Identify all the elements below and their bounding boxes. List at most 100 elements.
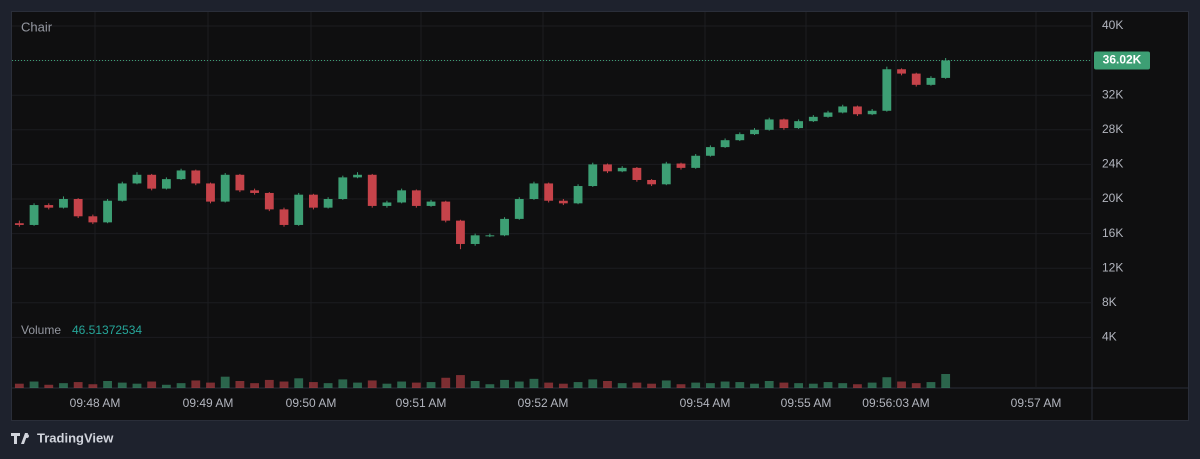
candle-body bbox=[294, 194, 304, 225]
volume-bar bbox=[941, 374, 951, 388]
volume-bar bbox=[500, 379, 509, 388]
y-tick-label: 32K bbox=[1102, 87, 1123, 101]
volume-bar bbox=[779, 382, 789, 388]
volume-bar bbox=[558, 383, 568, 388]
candle-body bbox=[323, 199, 333, 208]
candle-body bbox=[647, 179, 656, 185]
volume-bar bbox=[235, 381, 245, 388]
volume-bar bbox=[573, 382, 583, 388]
candle-body bbox=[720, 140, 730, 148]
volume-bar bbox=[456, 375, 465, 388]
volume-bar bbox=[838, 383, 848, 388]
volume-bar bbox=[764, 381, 774, 388]
volume-bar bbox=[897, 381, 906, 388]
volume-bar bbox=[147, 381, 157, 388]
x-tick-label: 09:54 AM bbox=[680, 396, 731, 410]
y-tick-label: 24K bbox=[1102, 157, 1123, 171]
volume-bar bbox=[911, 383, 921, 388]
volume-bar bbox=[514, 381, 524, 388]
volume-bar bbox=[808, 383, 818, 388]
candle-body bbox=[573, 186, 583, 204]
candle-body bbox=[867, 110, 877, 115]
y-tick-label: 12K bbox=[1102, 260, 1123, 274]
x-tick-label: 09:55 AM bbox=[781, 396, 832, 410]
volume-bar bbox=[338, 379, 348, 388]
candle-body bbox=[367, 174, 377, 206]
volume-bar bbox=[294, 378, 304, 388]
candle-body bbox=[735, 134, 745, 141]
candle-body bbox=[279, 209, 289, 225]
candle-body bbox=[14, 223, 24, 225]
candle-body bbox=[823, 112, 833, 117]
last-price-box bbox=[1094, 51, 1150, 70]
volume-bar bbox=[132, 383, 142, 388]
candle-body bbox=[544, 183, 554, 201]
candle-body bbox=[632, 167, 642, 180]
y-tick-label: 8K bbox=[1102, 295, 1117, 309]
volume-bar bbox=[367, 380, 377, 388]
x-tick-label: 09:57 AM bbox=[1011, 396, 1062, 410]
volume-label: Volume bbox=[21, 323, 61, 337]
volume-bar bbox=[353, 382, 362, 388]
volume-bar bbox=[411, 382, 421, 388]
y-tick-label: 16K bbox=[1102, 226, 1123, 240]
series bbox=[14, 58, 951, 388]
volume-bar bbox=[220, 376, 230, 388]
volume-bar bbox=[73, 382, 83, 388]
candle-body bbox=[59, 199, 68, 208]
candle-body bbox=[206, 183, 215, 202]
candle-body bbox=[941, 60, 951, 78]
candle-body bbox=[456, 220, 465, 244]
volume-bar bbox=[382, 383, 392, 388]
candle-body bbox=[338, 177, 348, 200]
last-price-label: 36.02K bbox=[1103, 53, 1142, 67]
candle-body bbox=[470, 235, 480, 244]
y-tick-label: 28K bbox=[1102, 122, 1123, 136]
candle-body bbox=[264, 192, 274, 210]
candle-body bbox=[191, 170, 201, 184]
x-tick-label: 09:49 AM bbox=[183, 396, 234, 410]
candle-body bbox=[838, 106, 848, 113]
volume-bar bbox=[161, 384, 171, 388]
overlay: 4K8K12K16K20K24K28K32K36K40K09:48 AM09:4… bbox=[12, 18, 1150, 410]
volume-bar bbox=[176, 383, 186, 388]
volume-bar bbox=[103, 381, 112, 388]
volume-value: 46.51372534 bbox=[72, 323, 142, 337]
candle-body bbox=[808, 116, 818, 122]
volume-bar bbox=[88, 384, 98, 388]
candle-body bbox=[485, 235, 495, 237]
candle-body bbox=[514, 199, 524, 219]
volume-bar bbox=[485, 384, 495, 388]
chart-title: Chair bbox=[21, 19, 53, 34]
candle-body bbox=[853, 106, 862, 115]
candle-body bbox=[29, 205, 39, 225]
candle-body bbox=[441, 201, 451, 221]
y-tick-label: 4K bbox=[1102, 330, 1117, 344]
volume-bar bbox=[529, 378, 539, 388]
volume-bar bbox=[691, 382, 701, 388]
volume-bar bbox=[470, 381, 480, 388]
candle-body bbox=[353, 174, 362, 178]
candle-body bbox=[911, 73, 921, 85]
candle-body bbox=[529, 183, 539, 200]
volume-bar bbox=[661, 380, 671, 388]
volume-bar bbox=[926, 382, 936, 388]
candle-body bbox=[235, 174, 245, 191]
candle-body bbox=[88, 216, 98, 223]
volume-bar bbox=[794, 383, 804, 388]
candle-body bbox=[103, 200, 112, 223]
candle-body bbox=[73, 199, 83, 217]
candle-body bbox=[750, 129, 759, 135]
y-tick-label: 20K bbox=[1102, 191, 1123, 205]
volume-bar bbox=[29, 381, 39, 388]
volume-bar bbox=[853, 384, 862, 388]
volume-bar bbox=[617, 383, 627, 388]
volume-bar bbox=[705, 383, 715, 388]
volume-bar bbox=[720, 381, 730, 388]
volume-bar bbox=[117, 382, 127, 388]
candle-body bbox=[132, 174, 142, 184]
volume-bar bbox=[14, 383, 24, 388]
volume-bar bbox=[191, 380, 201, 388]
candle-body bbox=[764, 119, 774, 130]
